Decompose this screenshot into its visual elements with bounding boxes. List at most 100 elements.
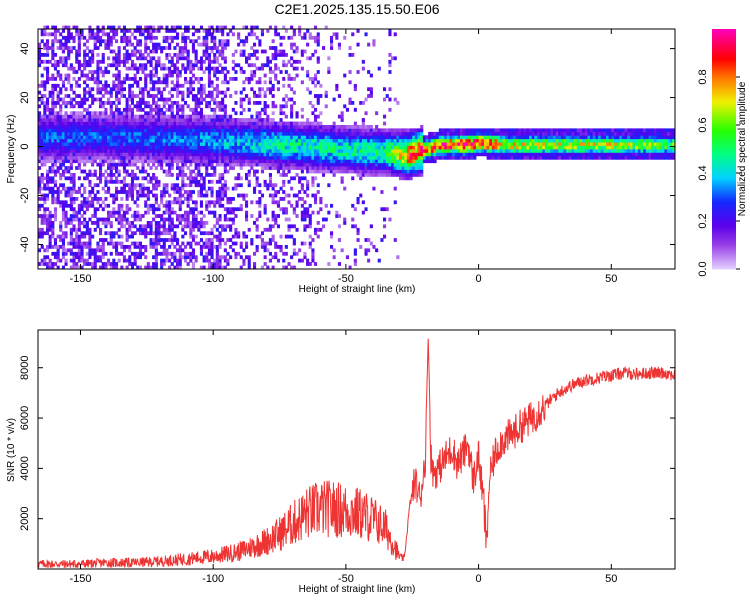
spectrogram-cell — [314, 94, 318, 98]
spectrogram-cell — [210, 200, 214, 205]
spectrogram-cell — [122, 186, 126, 191]
spectrogram-cell — [115, 193, 119, 198]
spectrogram-cell — [391, 138, 395, 143]
spectrogram-cell — [181, 241, 185, 246]
spectrogram-cell — [67, 186, 71, 191]
spectrogram-cell — [353, 169, 357, 174]
spectrogram-cell — [194, 135, 198, 140]
spectrogram-cell — [165, 200, 169, 205]
spectrogram-cell — [138, 245, 142, 249]
spectrogram-cell — [271, 121, 275, 126]
spectrogram-cell — [83, 125, 87, 129]
spectrogram-cell — [152, 176, 156, 181]
spectrogram-cell — [40, 145, 44, 150]
spectrogram-cell — [306, 131, 310, 136]
spectrogram-cell — [96, 221, 100, 225]
spectrogram-cell — [51, 77, 55, 81]
spectrogram-cell — [69, 186, 73, 191]
spectrogram-cell — [154, 66, 158, 71]
spectrogram-cell — [48, 190, 52, 194]
spectrogram-cell — [184, 149, 188, 153]
spectrogram-cell — [59, 107, 63, 112]
spectrogram-cell — [104, 131, 108, 136]
spectrogram-cell — [186, 241, 190, 246]
spectrogram-cell — [385, 94, 389, 98]
spectrogram-cell — [112, 142, 116, 146]
spectrogram-cell — [199, 63, 203, 68]
spectrogram-cell — [38, 56, 42, 61]
spectrogram-cell — [38, 186, 42, 191]
spectrogram-cell — [356, 238, 360, 242]
spectrogram-cell — [59, 200, 63, 205]
spectrogram-cell — [109, 251, 113, 256]
spectrogram-cell — [46, 121, 50, 126]
spectrogram-cell — [125, 53, 129, 57]
spectrogram-cell — [404, 173, 408, 177]
spectrogram-cell — [253, 142, 257, 146]
spectrogram-cell — [221, 70, 225, 74]
spectrogram-cell — [404, 152, 408, 157]
spectrogram-cell — [343, 221, 347, 225]
spectrogram-cell — [306, 42, 310, 47]
spectrogram-cell — [189, 234, 193, 239]
spectrogram-cell — [229, 207, 233, 212]
spectrogram-cell — [133, 138, 137, 143]
spectrogram-cell — [178, 135, 182, 140]
spectrogram-cell — [162, 203, 166, 208]
spectrogram-cell — [210, 49, 214, 54]
spectrogram-cell — [327, 142, 331, 146]
spectrogram-cell — [308, 138, 312, 143]
spectrogram-cell — [372, 135, 376, 140]
spectrogram-cell — [69, 111, 73, 116]
spectrogram-cell — [353, 128, 357, 133]
spectrogram-cell — [61, 265, 65, 270]
spectrogram-cell — [306, 214, 310, 218]
spectrogram-cell — [377, 135, 381, 140]
spectrogram-cell — [186, 193, 190, 198]
spectrogram-cell — [181, 179, 185, 184]
spectrogram-cell — [83, 217, 87, 222]
spectrogram-cell — [300, 107, 304, 112]
spectrogram-cell — [122, 155, 126, 160]
spectrogram-cell — [213, 53, 217, 57]
spectrogram-cell — [53, 210, 57, 215]
spectrogram-cell — [199, 238, 203, 242]
spectrogram-cell — [337, 162, 341, 167]
spectrogram-cell — [72, 35, 76, 40]
spectrogram-cell — [136, 83, 140, 88]
spectrogram-cell — [359, 169, 363, 174]
spectrogram-cell — [303, 155, 307, 160]
spectrogram-cell — [292, 66, 296, 71]
spectrogram-cell — [284, 70, 288, 74]
spectrogram-cell — [189, 258, 193, 263]
spectrogram-cell — [380, 149, 384, 153]
spectrogram-cell — [80, 203, 84, 208]
spectrogram-cell — [162, 262, 166, 266]
spectrogram-cell — [184, 138, 188, 143]
spectrogram-cell — [210, 90, 214, 95]
spectrogram-cell — [186, 125, 190, 129]
spectrogram-cell — [255, 155, 259, 160]
spectrogram-cell — [67, 190, 71, 194]
spectrogram-cell — [109, 179, 113, 184]
spectrogram-cell — [380, 162, 384, 167]
spectrogram-cell — [144, 29, 148, 33]
spectrogram-cell — [266, 138, 270, 143]
spectrogram-cell — [91, 73, 95, 78]
spectrogram-cell — [215, 114, 219, 119]
spectrogram-cell — [168, 221, 172, 225]
spectrogram-cell — [160, 114, 164, 119]
spectrogram-cell — [314, 125, 318, 129]
spectrogram-cell — [292, 162, 296, 167]
spectrogram-cell — [64, 59, 68, 64]
spectrogram-cell — [61, 210, 65, 215]
spectrogram-cell — [191, 152, 195, 157]
spectrogram-cell — [112, 125, 116, 129]
spectrogram-cell — [107, 221, 111, 225]
spectrogram-cell — [125, 101, 129, 105]
spectrogram-cell — [51, 162, 55, 167]
spectrogram-cell — [53, 66, 57, 71]
spectrogram-cell — [162, 159, 166, 164]
spectrogram-cell — [178, 251, 182, 256]
spectrogram-cell — [380, 128, 384, 133]
